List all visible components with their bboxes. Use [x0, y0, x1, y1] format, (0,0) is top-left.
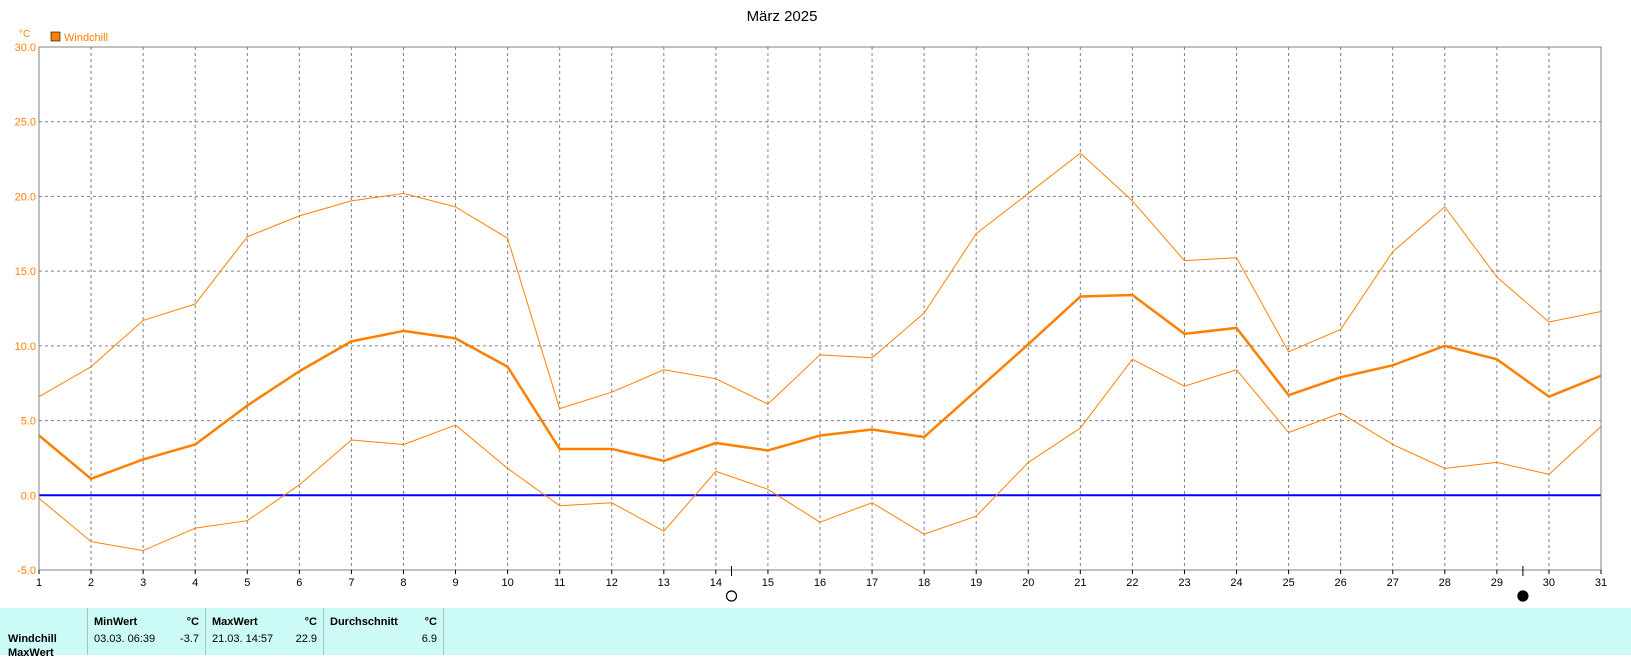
x-tick-label: 21: [1074, 577, 1086, 589]
y-tick-label: 20.0: [15, 191, 36, 203]
y-unit-label: °C: [19, 29, 30, 40]
stats-avg-cell: Durchschnitt °C 6.9: [324, 608, 444, 655]
y-axis: 30.0 25.0 20.0 15.0 10.0 5.0 0.0 -5.0: [15, 42, 36, 577]
y-tick-label: -5.0: [17, 565, 36, 577]
x-tick-label: 18: [918, 577, 930, 589]
stats-min-cell: MinWert °C 03.03. 06:39 -3.7: [88, 608, 206, 655]
x-tick-label: 6: [296, 577, 302, 589]
x-tick-label: 25: [1282, 577, 1294, 589]
chart-area: März 2025 °C Windchill 30.025.020.015.01…: [15, 8, 1607, 602]
y-tick-label: 10.0: [15, 341, 36, 353]
series-line-max: [38, 152, 1602, 410]
plot-lines: [38, 152, 1602, 552]
x-tick-label: 9: [452, 577, 458, 589]
chart-title: März 2025: [747, 8, 818, 25]
x-tick-label: 10: [501, 577, 513, 589]
x-axis: 1 2 3 4 5 6 7 8 9 10 11 12 13 14 15 16 17 18 19 20 21 22 23 24 2…: [36, 570, 1607, 589]
x-tick-label: 29: [1491, 577, 1503, 589]
x-tick-label: 12: [606, 577, 618, 589]
y-tick-label: 25.0: [15, 117, 36, 129]
x-tick-label: 3: [140, 577, 146, 589]
stats-panel: Windchill MaxWert MinWert °C 03.03. 06:3…: [0, 608, 1631, 659]
stats-avg-unit: °C: [424, 616, 437, 628]
x-tick-label: 31: [1595, 577, 1607, 589]
stats-min-unit: °C: [186, 616, 199, 628]
x-tick-label: 17: [866, 577, 878, 589]
x-tick-label: 7: [348, 577, 354, 589]
full-moon-icon: [725, 590, 738, 602]
x-tick-label: 8: [400, 577, 406, 589]
stats-max-date: 21.03. 14:57: [212, 633, 274, 645]
x-tick-label: 28: [1439, 577, 1451, 589]
legend-label: Windchill: [64, 32, 108, 44]
stats-max-unit: °C: [304, 616, 317, 628]
y-tick-label: 15.0: [15, 266, 36, 278]
x-tick-label: 23: [1178, 577, 1190, 589]
x-tick-label: 5: [244, 577, 250, 589]
stats-max-cell: MaxWert °C 21.03. 14:57 22.9: [206, 608, 324, 655]
x-tick-label: 13: [658, 577, 670, 589]
x-tick-label: 22: [1126, 577, 1138, 589]
x-tick-label: 20: [1022, 577, 1034, 589]
x-tick-label: 11: [554, 577, 565, 589]
moon-markers: [725, 566, 1529, 602]
x-tick-label: 24: [1230, 577, 1242, 589]
grid: [38, 46, 1602, 571]
x-tick-label: 27: [1387, 577, 1399, 589]
x-tick-label: 30: [1543, 577, 1555, 589]
legend-swatch: [50, 31, 61, 42]
stats-label-cell: [0, 608, 88, 655]
x-tick-label: 16: [814, 577, 826, 589]
stats-avg-value: 6.9: [421, 633, 437, 645]
new-moon-icon: [1517, 590, 1529, 602]
stats-min-value: -3.7: [180, 633, 199, 645]
y-tick-label: 30.0: [15, 42, 36, 54]
series-line-avg: [38, 293, 1602, 481]
stats-max-header: MaxWert: [212, 616, 258, 628]
stats-row-label: Windchill: [8, 633, 57, 645]
y-tick-label: 0.0: [21, 490, 36, 502]
series-line-min: [38, 358, 1602, 552]
stats-avg-header: Durchschnitt: [330, 616, 398, 628]
stats-min-header: MinWert: [94, 616, 138, 628]
x-tick-label: 4: [192, 577, 198, 589]
y-tick-label: 5.0: [21, 416, 36, 428]
stats-min-date: 03.03. 06:39: [94, 633, 156, 645]
x-tick-label: 26: [1335, 577, 1347, 589]
x-tick-label: 14: [710, 577, 722, 589]
x-tick-label: 1: [36, 577, 42, 589]
x-tick-label: 19: [970, 577, 982, 589]
stats-max-value: 22.9: [295, 633, 317, 645]
x-tick-label: 2: [88, 577, 94, 589]
x-tick-label: 15: [762, 577, 774, 589]
